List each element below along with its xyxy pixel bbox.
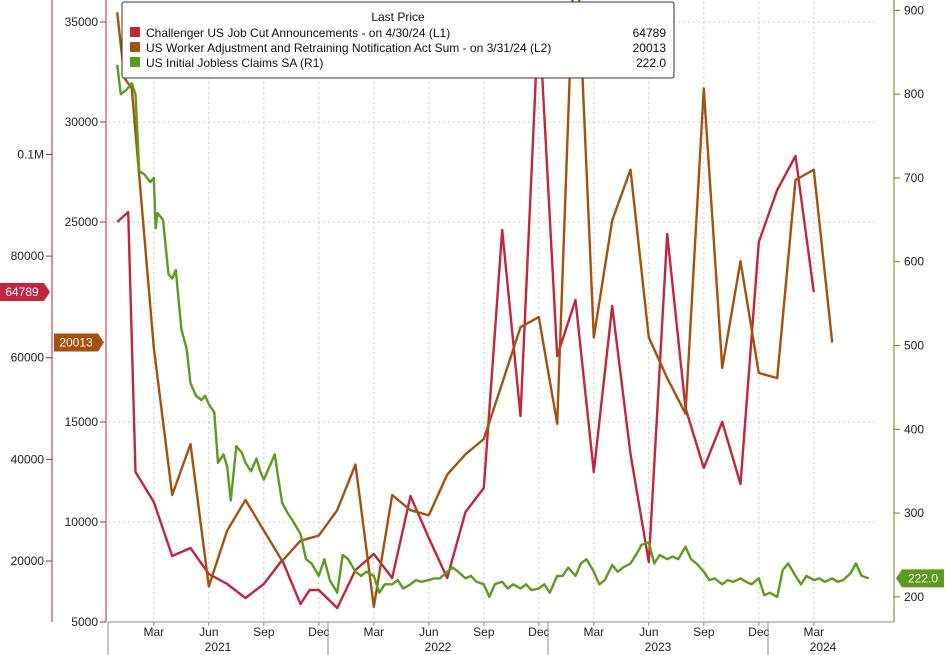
r1-tick-label: 500 bbox=[904, 339, 924, 353]
flag-value-l2: 20013 bbox=[59, 335, 93, 349]
r1-tick-label: 700 bbox=[904, 171, 924, 185]
r1-tick-label: 200 bbox=[904, 590, 924, 604]
legend-value-l2: 20013 bbox=[633, 41, 667, 55]
legend-swatch-l1 bbox=[130, 27, 140, 37]
r1-tick-label: 600 bbox=[904, 255, 924, 269]
legend-header: Last Price bbox=[371, 10, 425, 24]
series-line-l2 bbox=[116, 0, 834, 608]
legend-swatch-r1 bbox=[130, 57, 140, 67]
l1-tick-label: 10000 bbox=[65, 515, 99, 529]
l1-tick-label: 30000 bbox=[65, 115, 99, 129]
month-label: Mar bbox=[143, 625, 164, 639]
month-label: Dec bbox=[748, 625, 769, 639]
month-label: Mar bbox=[803, 625, 824, 639]
flag-value-r1: 222.0 bbox=[908, 571, 938, 585]
year-label: 2022 bbox=[425, 640, 452, 654]
l2-tick-label: 40000 bbox=[11, 452, 45, 466]
series-line-l1 bbox=[116, 10, 815, 610]
r1-tick-label: 800 bbox=[904, 87, 924, 101]
year-label: 2024 bbox=[810, 640, 837, 654]
month-label: Jun bbox=[639, 625, 658, 639]
year-label: 2021 bbox=[205, 640, 232, 654]
l2-tick-label: 20000 bbox=[11, 554, 45, 568]
legend: Last Price Challenger US Job Cut Announce… bbox=[121, 1, 675, 79]
l1-tick-label: 5000 bbox=[71, 615, 98, 629]
month-label: Jun bbox=[199, 625, 218, 639]
series-line-r1 bbox=[116, 64, 870, 599]
legend-label-r1: US Initial Jobless Claims SA (R1) bbox=[146, 56, 323, 70]
r1-tick-label: 900 bbox=[904, 3, 924, 17]
month-label: Mar bbox=[583, 625, 604, 639]
last-value-flags: 64789 20013 222.0 bbox=[0, 283, 944, 588]
month-label: Jun bbox=[419, 625, 438, 639]
month-label: Sep bbox=[253, 625, 275, 639]
series-lines bbox=[116, 0, 870, 610]
legend-value-r1: 222.0 bbox=[636, 56, 666, 70]
l1-tick-label: 35000 bbox=[65, 15, 99, 29]
r1-tick-label: 300 bbox=[904, 506, 924, 520]
month-label: Dec bbox=[308, 625, 329, 639]
l2-tick-label: 0.1M bbox=[17, 147, 44, 161]
legend-label-l2: US Worker Adjustment and Retraining Noti… bbox=[146, 41, 551, 55]
legend-box bbox=[121, 1, 675, 79]
legend-label-l1: Challenger US Job Cut Announcements - on… bbox=[146, 26, 450, 40]
flag-value-l1: 64789 bbox=[5, 285, 39, 299]
legend-swatch-l2 bbox=[130, 42, 140, 52]
l2-tick-label: 80000 bbox=[11, 249, 45, 263]
year-label: 2023 bbox=[645, 640, 672, 654]
l2-tick-label: 60000 bbox=[11, 351, 45, 365]
flag-shape-l1 bbox=[0, 283, 50, 301]
legend-value-l1: 64789 bbox=[633, 26, 667, 40]
r1-tick-label: 400 bbox=[904, 422, 924, 436]
month-label: Sep bbox=[693, 625, 715, 639]
l1-tick-label: 25000 bbox=[65, 215, 99, 229]
month-label: Mar bbox=[363, 625, 384, 639]
month-label: Sep bbox=[473, 625, 495, 639]
flag-shape-l2 bbox=[54, 333, 104, 352]
flag-shape-r1 bbox=[896, 569, 944, 588]
l1-tick-label: 15000 bbox=[65, 415, 99, 429]
month-label: Dec bbox=[528, 625, 549, 639]
grid-lines bbox=[108, 2, 878, 623]
axes: 5000 10000 15000 25000 30000 35000 20000 40000 6… bbox=[11, 0, 924, 655]
